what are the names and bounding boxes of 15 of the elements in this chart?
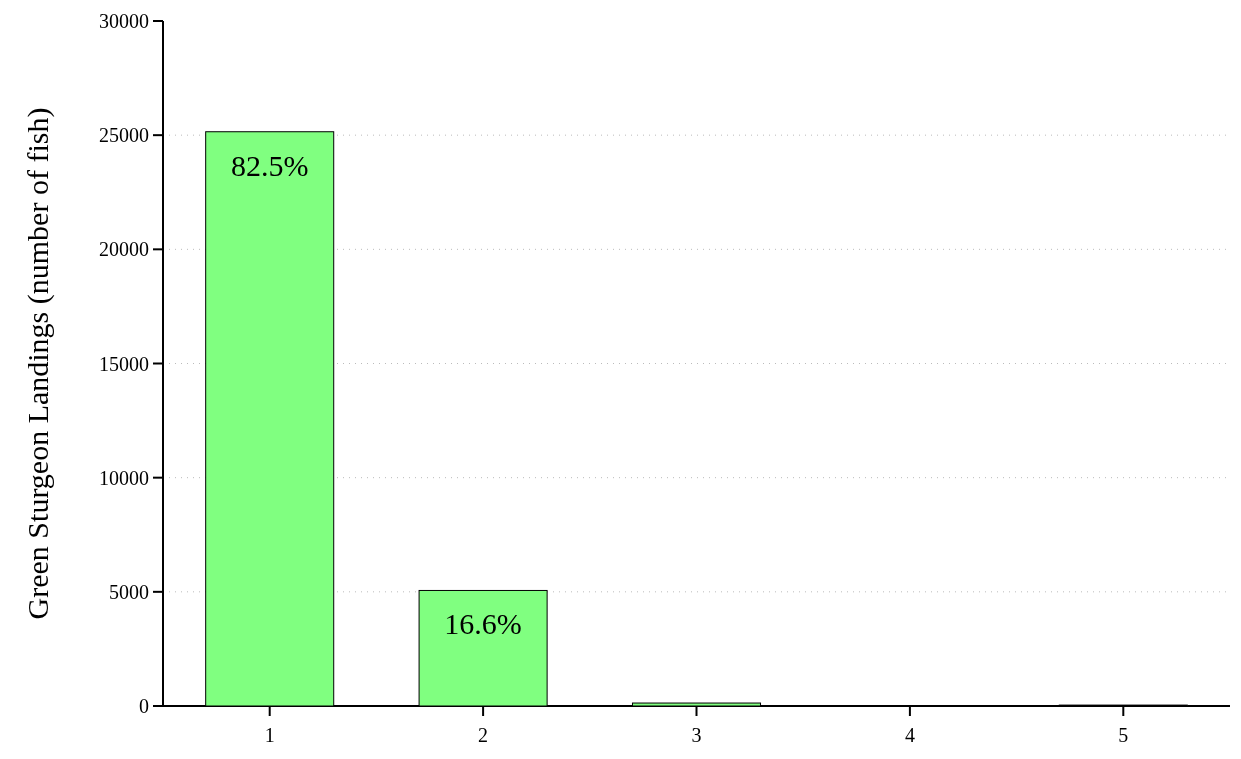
x-tick-label: 3 [691,724,702,746]
y-tick-label: 20000 [99,238,149,261]
y-tick-label: 0 [139,695,149,717]
x-tick-label: 2 [478,724,489,746]
annotation: 82.5% [230,148,309,182]
x-tick-label: 1 [264,724,275,746]
y-tick-label: 30000 [99,10,149,32]
x-tick-label: 4 [904,724,915,746]
y-tick-label: 15000 [99,352,149,375]
annotation: 16.6% [444,607,522,641]
y-axis-title: Green Sturgeon Landings (number of fish) [21,107,55,620]
y-tick-label: 5000 [109,580,149,603]
y-tick-label: 10000 [99,466,149,489]
x-tick-label: 5 [1118,724,1129,746]
y-tick-label: 25000 [99,124,149,147]
